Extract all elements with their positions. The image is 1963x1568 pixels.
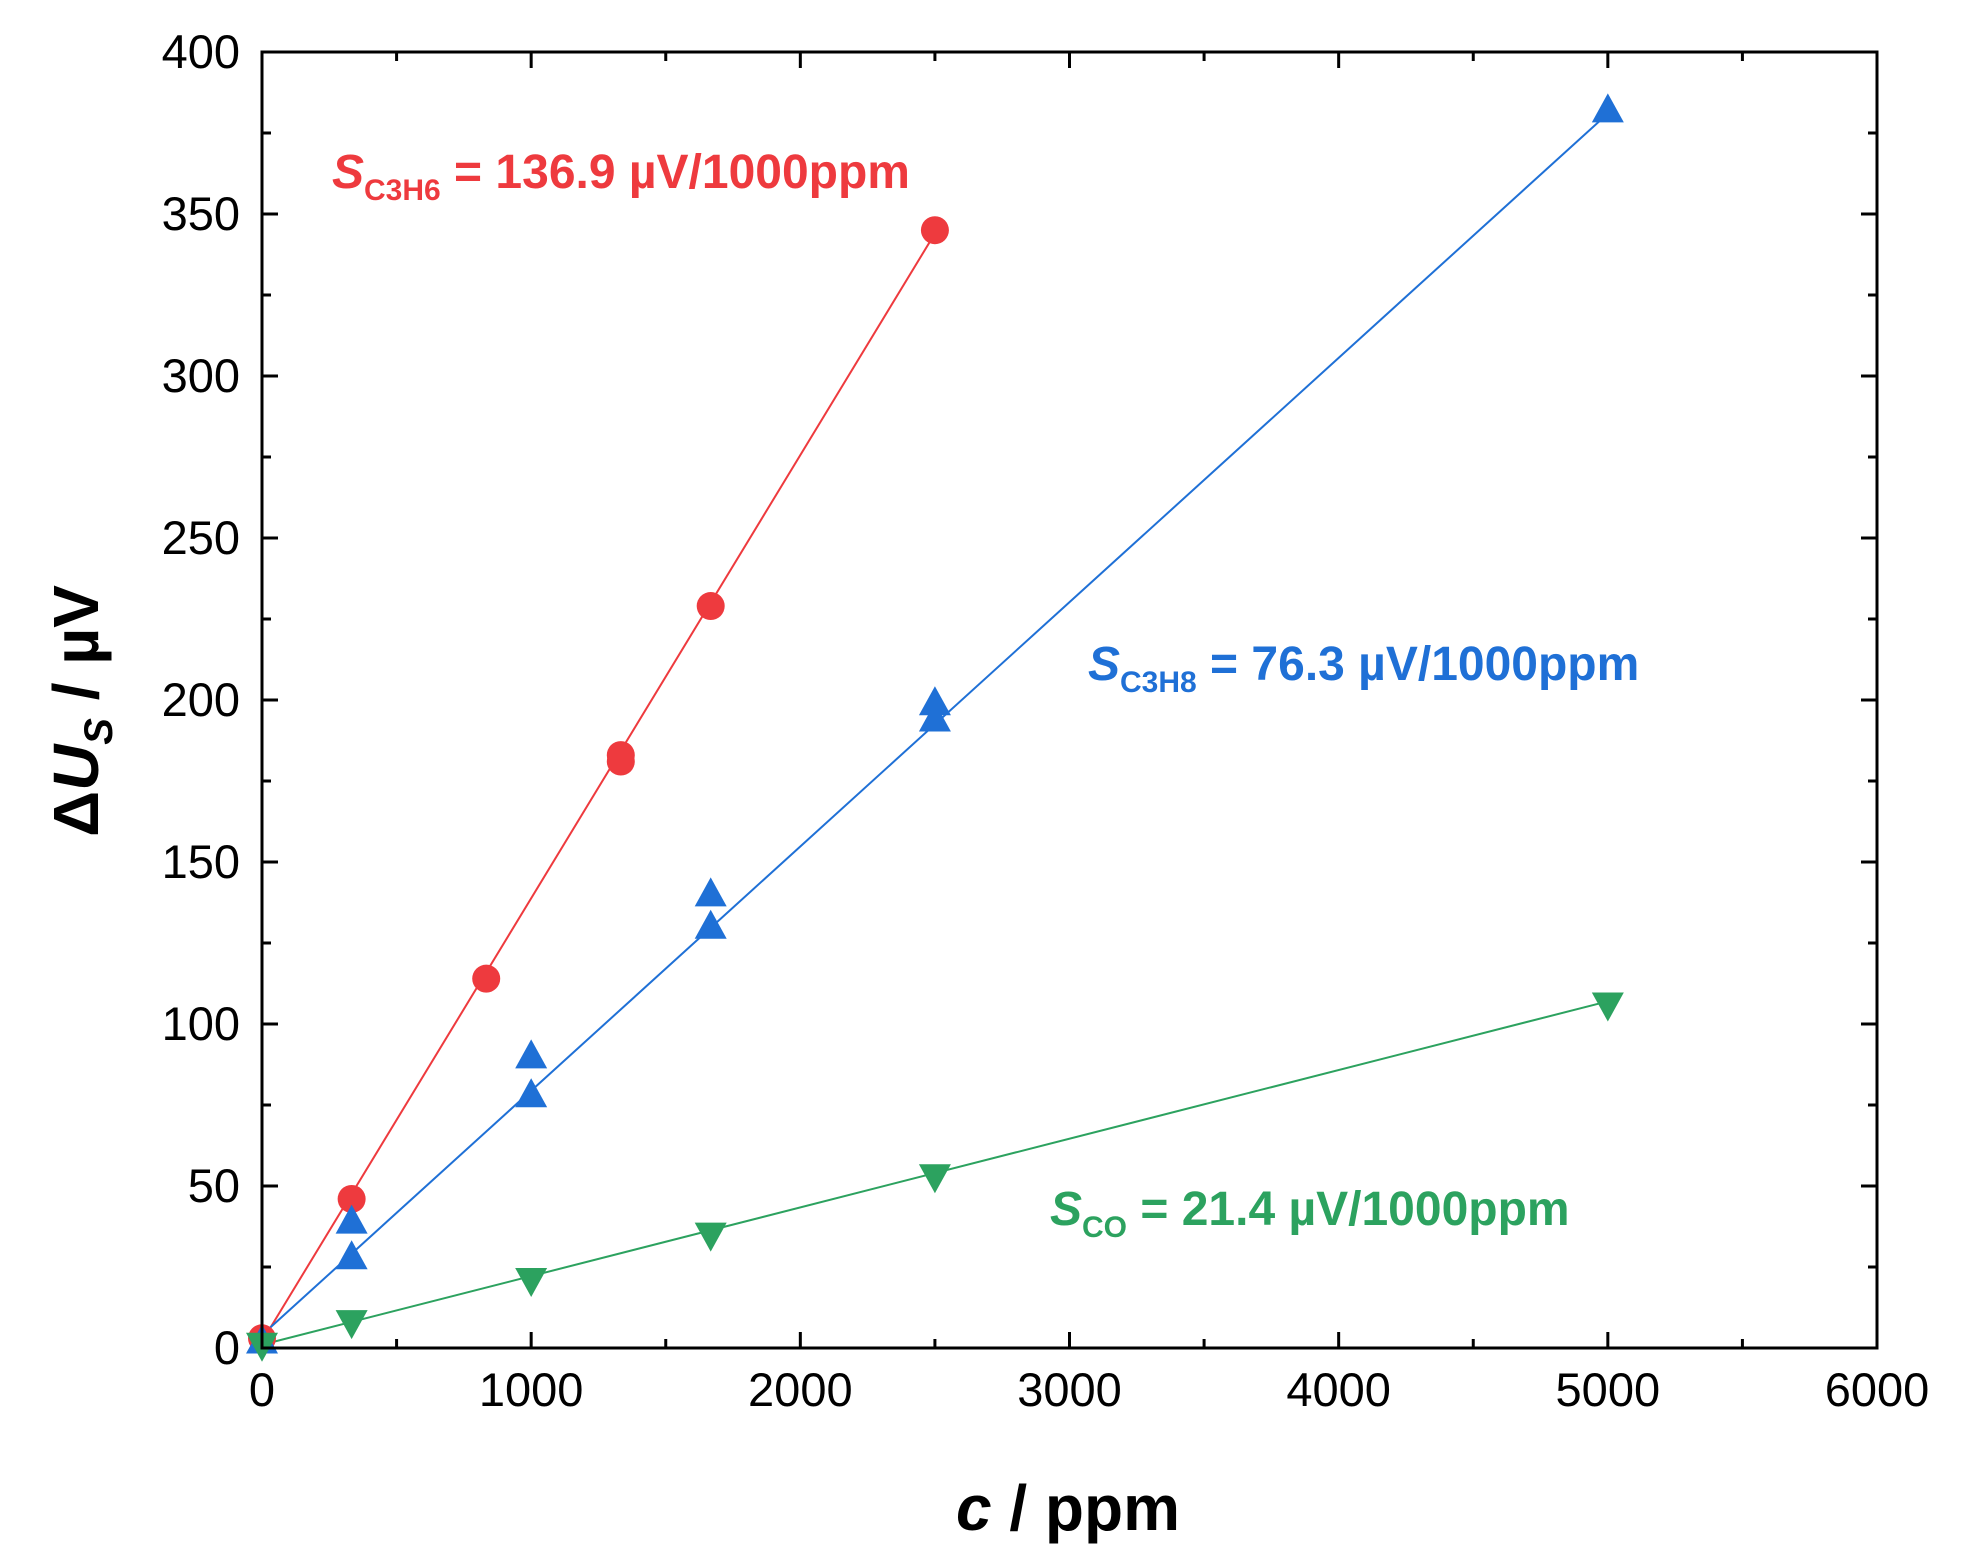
data-point-co <box>918 1164 951 1194</box>
data-point-c3h8 <box>515 1078 548 1108</box>
plot-frame <box>260 50 1879 1350</box>
y-tick-label: 300 <box>162 349 240 402</box>
y-tick-label: 200 <box>162 673 240 726</box>
data-point-co <box>1591 992 1624 1022</box>
x-tick-label: 2000 <box>748 1363 853 1416</box>
x-tick-label: 6000 <box>1825 1363 1930 1416</box>
sensitivity-annotations: SC3H6 = 136.9 µV/1000ppm SC3H8 = 76.3 µV… <box>332 146 1639 1244</box>
y-tick-label: 100 <box>162 997 240 1050</box>
annotation-c3h8: SC3H8 = 76.3 µV/1000ppm <box>1088 638 1639 699</box>
y-tick-label: 250 <box>162 511 240 564</box>
data-point-c3h8 <box>1591 93 1624 123</box>
y-tick-label: 400 <box>162 25 240 78</box>
data-point-c3h8 <box>694 877 727 907</box>
annotation-co: SCO = 21.4 µV/1000ppm <box>1050 1183 1570 1244</box>
y-tick-label: 50 <box>188 1159 240 1212</box>
data-point-co <box>694 1222 727 1252</box>
data-point-c3h8 <box>918 686 951 716</box>
data-point-co <box>335 1310 368 1340</box>
data-point-c3h6 <box>337 1184 366 1213</box>
tick-labels: 0 1000 2000 3000 4000 5000 6000 0 50 100 150 200 250… <box>162 25 1930 1416</box>
data-point-c3h6 <box>920 216 949 245</box>
data-point-c3h8 <box>335 1240 368 1270</box>
data-point-c3h6 <box>696 592 725 621</box>
x-tick-label: 3000 <box>1017 1363 1122 1416</box>
data-point-co <box>515 1267 548 1297</box>
data-markers <box>246 93 1624 1362</box>
x-tick-label: 0 <box>249 1363 275 1416</box>
y-axis-title: ΔUS / µV <box>40 585 121 837</box>
data-point-c3h8 <box>918 702 951 732</box>
x-axis-title: c / ppm <box>956 1472 1180 1544</box>
annotation-c3h6: SC3H6 = 136.9 µV/1000ppm <box>332 146 910 207</box>
data-point-c3h8 <box>335 1204 368 1234</box>
y-tick-label: 350 <box>162 187 240 240</box>
data-point-c3h8 <box>694 909 727 939</box>
y-tick-label: 0 <box>214 1321 240 1374</box>
x-tick-label: 4000 <box>1286 1363 1391 1416</box>
fit-line-c3h6 <box>261 232 936 1343</box>
data-point-c3h6 <box>472 964 501 993</box>
x-tick-label: 5000 <box>1556 1363 1661 1416</box>
data-point-c3h8 <box>515 1039 548 1069</box>
axis-ticks <box>260 50 1879 1350</box>
data-point-c3h6 <box>606 747 635 776</box>
x-tick-label: 1000 <box>479 1363 584 1416</box>
y-tick-label: 150 <box>162 835 240 888</box>
